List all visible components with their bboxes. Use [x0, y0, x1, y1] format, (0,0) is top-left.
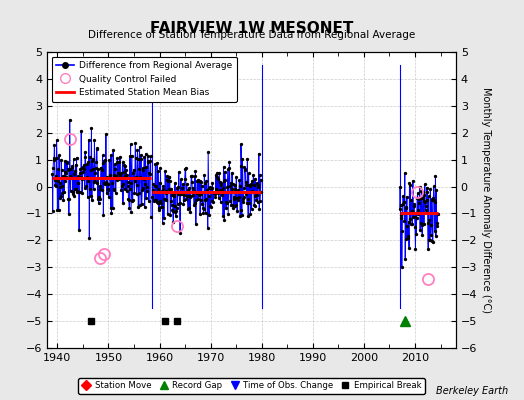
Legend: Difference from Regional Average, Quality Control Failed, Estimated Station Mean: Difference from Regional Average, Qualit… — [52, 56, 236, 102]
Text: Berkeley Earth: Berkeley Earth — [436, 386, 508, 396]
Y-axis label: Monthly Temperature Anomaly Difference (°C): Monthly Temperature Anomaly Difference (… — [481, 87, 491, 313]
Title: FAIRVIEW 1W MESONET: FAIRVIEW 1W MESONET — [150, 20, 353, 36]
Legend: Station Move, Record Gap, Time of Obs. Change, Empirical Break: Station Move, Record Gap, Time of Obs. C… — [78, 378, 425, 394]
Text: Difference of Station Temperature Data from Regional Average: Difference of Station Temperature Data f… — [88, 30, 415, 40]
